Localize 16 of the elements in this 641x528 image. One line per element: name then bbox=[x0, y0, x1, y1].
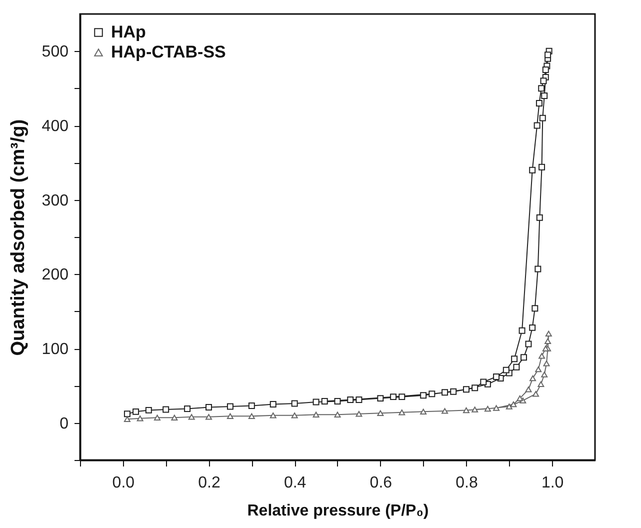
y-axis-title: Quantity adsorbed (cm³/g) bbox=[8, 119, 29, 356]
y-tick-label: 300 bbox=[42, 192, 69, 210]
y-tick-label: 400 bbox=[42, 118, 69, 135]
x-tick-label: 0.4 bbox=[284, 474, 306, 492]
legend-label: HAp bbox=[111, 22, 146, 42]
y-tick-label: 200 bbox=[42, 266, 69, 284]
x-tick-label: 0.8 bbox=[456, 474, 478, 492]
y-tick-label: 500 bbox=[42, 44, 69, 61]
x-tick-label: 0.2 bbox=[198, 474, 220, 492]
x-tick-label: 0.6 bbox=[370, 474, 392, 492]
x-axis-title: Relative pressure (P/P₀) bbox=[247, 502, 429, 520]
legend-label: HAp-CTAB-SS bbox=[111, 42, 226, 62]
y-tick-label: 0 bbox=[60, 415, 69, 432]
x-tick-label: 1.0 bbox=[541, 474, 564, 492]
x-tick-label: 0.0 bbox=[112, 474, 135, 492]
y-tick-label: 100 bbox=[42, 341, 69, 358]
